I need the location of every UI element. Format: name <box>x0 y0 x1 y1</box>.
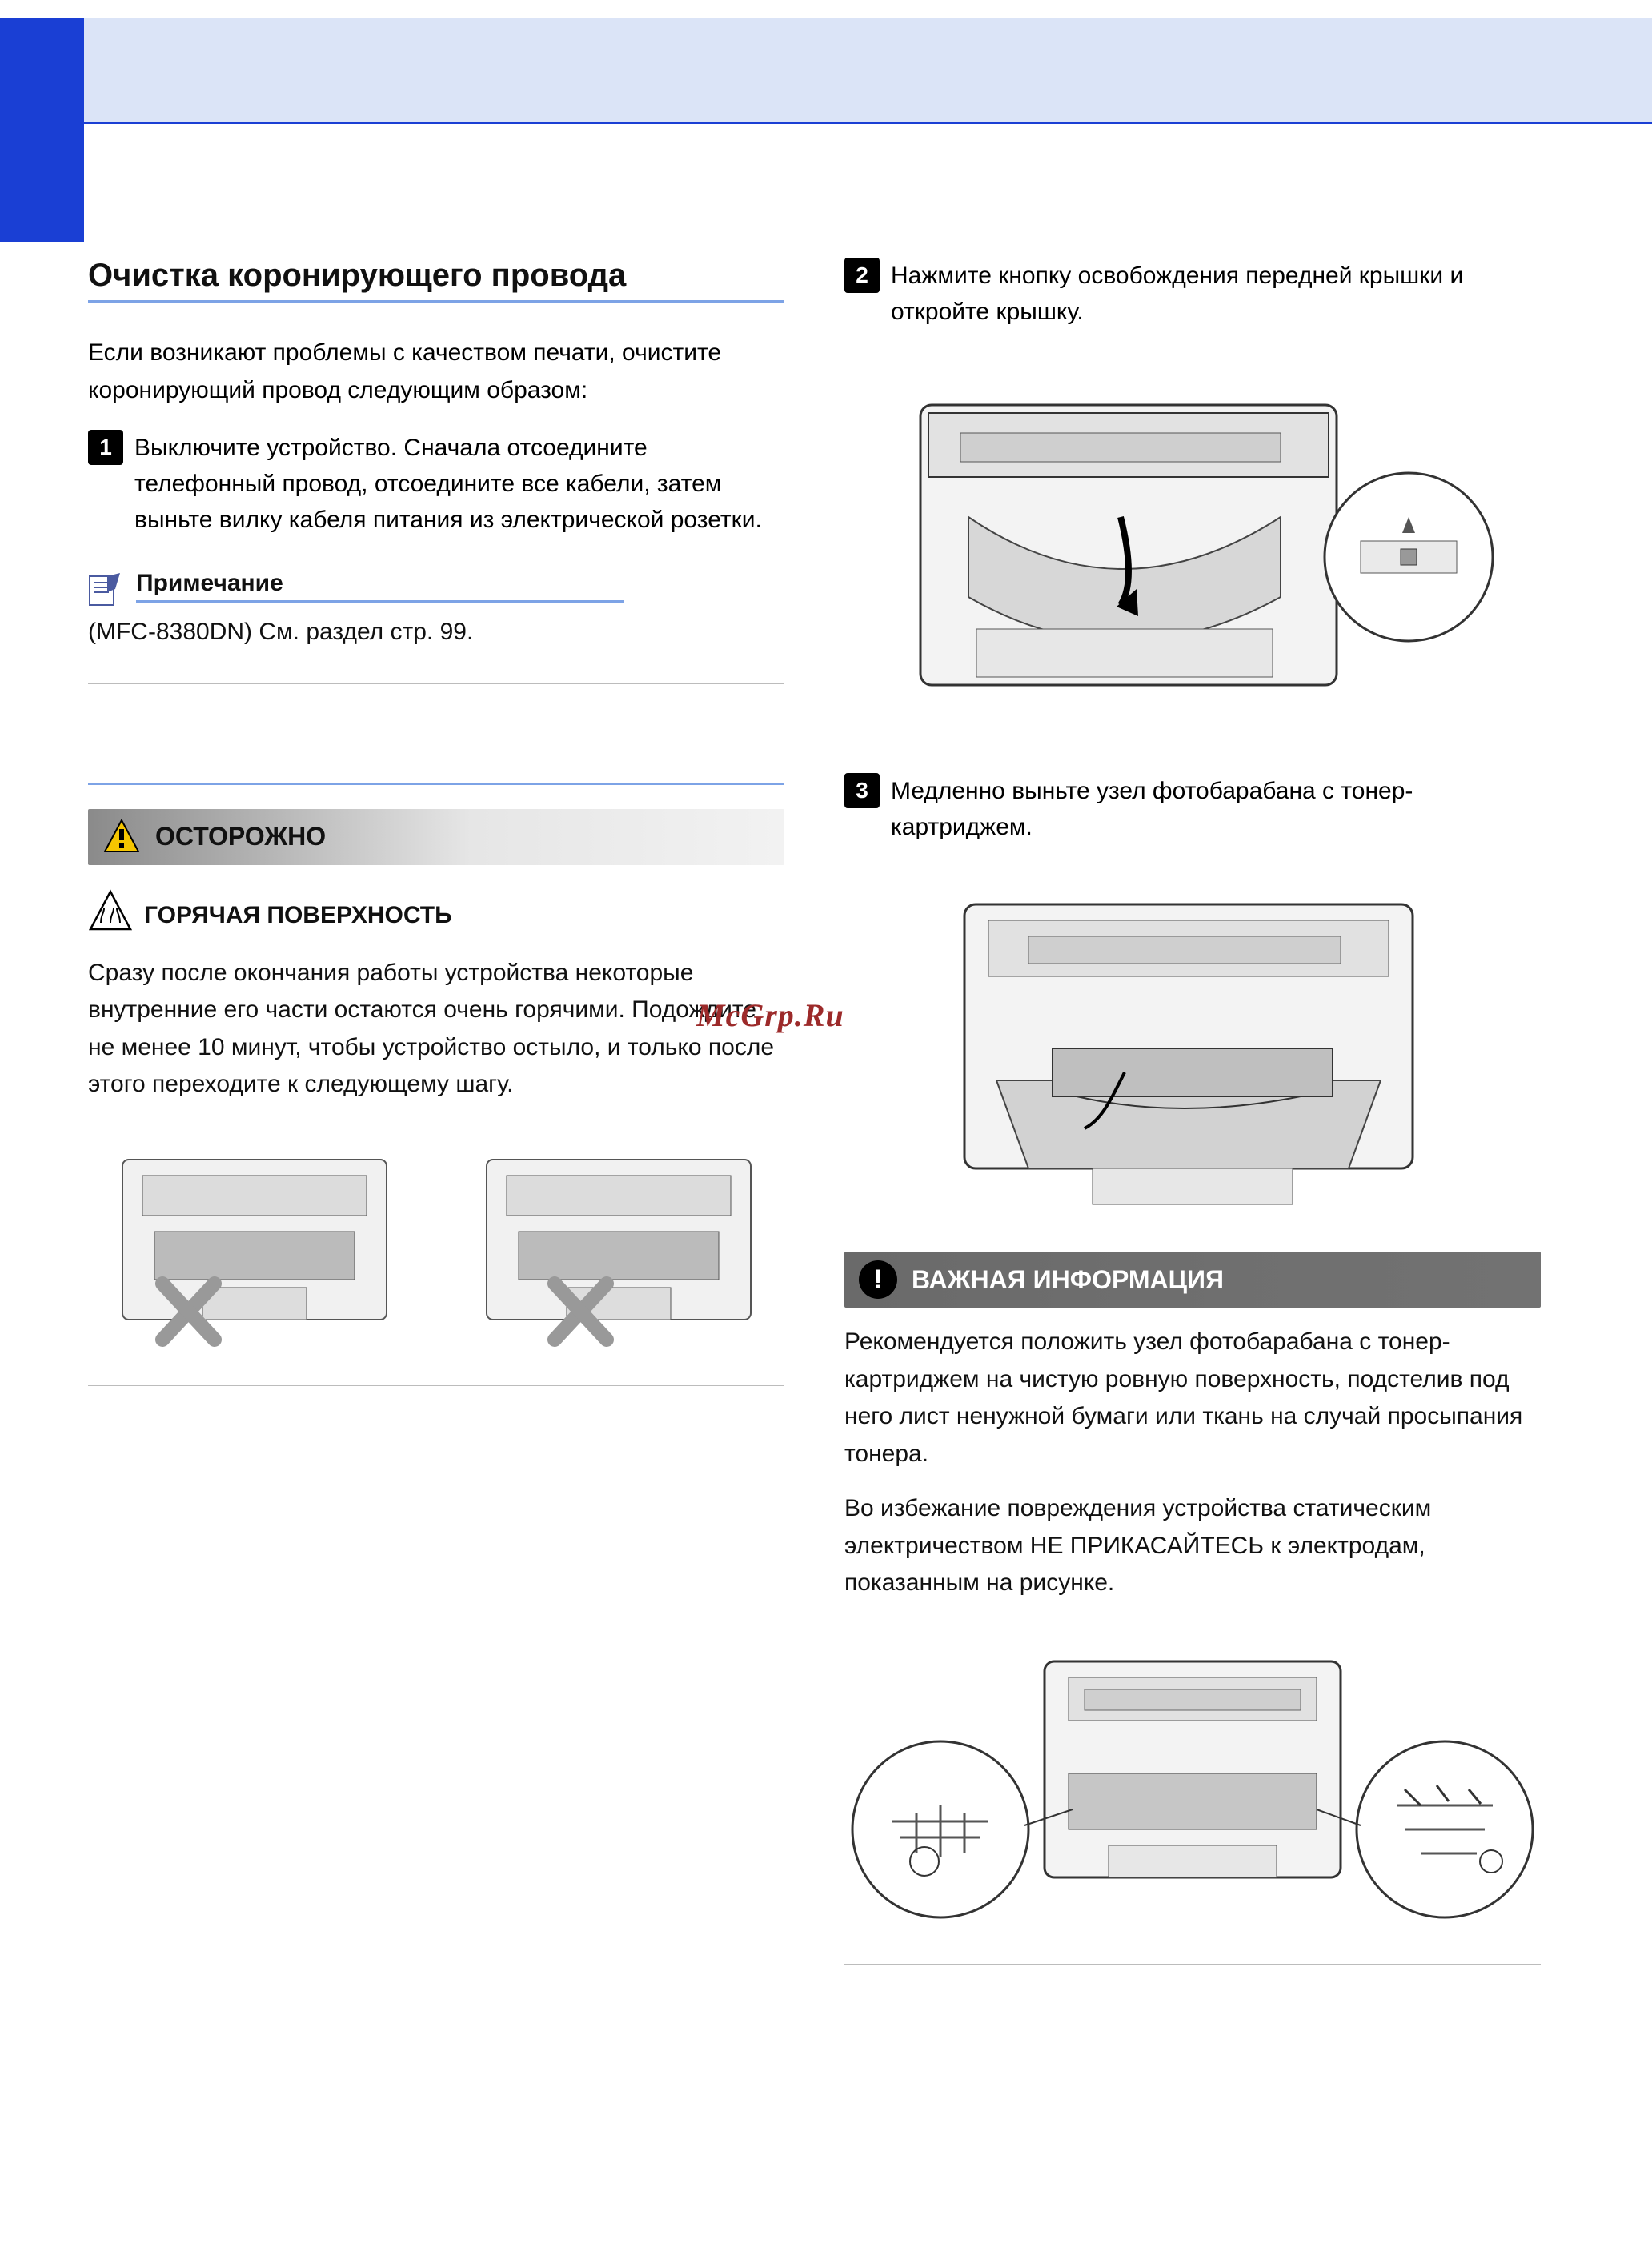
left-column: Очистка коронирующего провода Если возни… <box>88 258 784 1386</box>
warning-triangle-icon <box>102 818 141 856</box>
hot-surface-label: ГОРЯЧАЯ ПОВЕРХНОСТЬ <box>144 889 452 935</box>
step-3-text: Медленно выньте узел фотобарабана с тоне… <box>891 773 1541 845</box>
note-block: Примечание (MFC-8380DN) См. раздел стр. … <box>88 570 784 684</box>
right-column: 2 Нажмите кнопку освобождения передней к… <box>844 258 1541 1965</box>
header-band <box>0 18 1652 122</box>
important-body-1: Рекомендуется положить узел фотобарабана… <box>844 1324 1541 1473</box>
note-icon <box>86 571 123 608</box>
caution-label: ОСТОРОЖНО <box>155 822 326 852</box>
important-label: ВАЖНАЯ ИНФОРМАЦИЯ <box>912 1265 1224 1295</box>
step-2: 2 Нажмите кнопку освобождения передней к… <box>844 258 1541 330</box>
step-1-number: 1 <box>88 430 123 465</box>
note-bottom-rule <box>88 683 784 684</box>
intro-text: Если возникают проблемы с качеством печа… <box>88 335 784 409</box>
step-2-number: 2 <box>844 258 880 293</box>
note-label: Примечание <box>136 570 624 603</box>
printer-electrodes-illustration <box>844 1621 1541 1949</box>
important-exclaim-icon: ! <box>859 1260 897 1299</box>
caution-bottom-rule <box>88 1385 784 1386</box>
hot-surface-icon <box>88 889 133 934</box>
caution-bar: ОСТОРОЖНО <box>88 809 784 865</box>
important-body-2: Во избежание повреждения устройства стат… <box>844 1490 1541 1602</box>
step-2-text: Нажмите кнопку освобождения передней кры… <box>891 258 1541 330</box>
section-caution-title <box>88 740 784 785</box>
important-bar: ! ВАЖНАЯ ИНФОРМАЦИЯ <box>844 1252 1541 1308</box>
note-body: (MFC-8380DN) См. раздел стр. 99. <box>88 614 784 651</box>
caution-body: Сразу после окончания работы устройства … <box>88 955 784 1104</box>
step-1: 1 Выключите устройство. Сначала отсоедин… <box>88 430 784 538</box>
step-3: 3 Медленно выньте узел фотобарабана с то… <box>844 773 1541 845</box>
header-rule <box>84 122 1652 124</box>
step-1-text: Выключите устройство. Сначала отсоединит… <box>134 430 784 538</box>
printer-hot-rear-illustration <box>471 1128 767 1368</box>
printer-hot-front-illustration <box>106 1128 403 1368</box>
printer-remove-drum-illustration <box>916 864 1469 1224</box>
important-bottom-rule <box>844 1964 1541 1965</box>
hot-area-illustrations <box>88 1128 784 1368</box>
watermark-text: McGrp.Ru <box>696 996 844 1034</box>
section-title-cleaning: Очистка коронирующего провода <box>88 258 784 303</box>
step-3-number: 3 <box>844 773 880 808</box>
printer-open-cover-illustration <box>880 349 1505 741</box>
blue-side-tab <box>0 18 84 242</box>
hot-surface-row: ГОРЯЧАЯ ПОВЕРХНОСТЬ <box>88 889 784 944</box>
